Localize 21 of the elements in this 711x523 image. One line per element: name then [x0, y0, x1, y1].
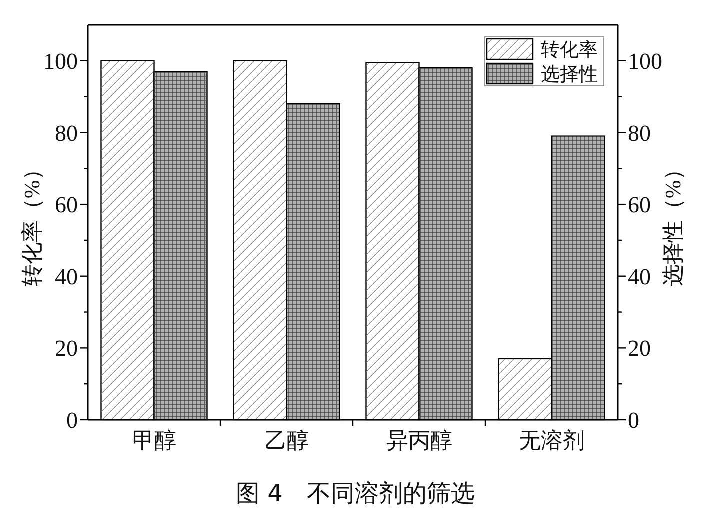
x-tick-label: 异丙醇	[386, 428, 452, 453]
y2-tick-label: 0	[628, 408, 640, 434]
y-tick-label: 40	[55, 264, 78, 290]
y2-tick-label: 100	[628, 48, 662, 74]
x-tick-label: 无溶剂	[518, 428, 585, 453]
y-tick-label: 60	[55, 192, 78, 218]
y-tick-label: 100	[44, 48, 78, 74]
x-tick-label: 乙醇	[264, 428, 309, 453]
y2-tick-label: 80	[628, 120, 651, 146]
y2-tick-label: 60	[628, 192, 651, 218]
y-axis-title: 转化率（%）	[20, 158, 45, 287]
y2-tick-label: 20	[628, 336, 651, 362]
y2-axis-title: 选择性（%）	[660, 158, 686, 287]
y-tick-label: 20	[55, 336, 78, 362]
text: 图 4 不同溶剂的筛选	[236, 479, 475, 508]
y-tick-label: 80	[55, 120, 78, 146]
y-tick-label: 0	[66, 408, 78, 434]
x-tick-label: 甲醇	[132, 428, 176, 453]
y2-tick-label: 40	[628, 264, 651, 290]
legend-label: 选择性	[541, 64, 598, 86]
legend-label: 转化率	[541, 38, 598, 61]
